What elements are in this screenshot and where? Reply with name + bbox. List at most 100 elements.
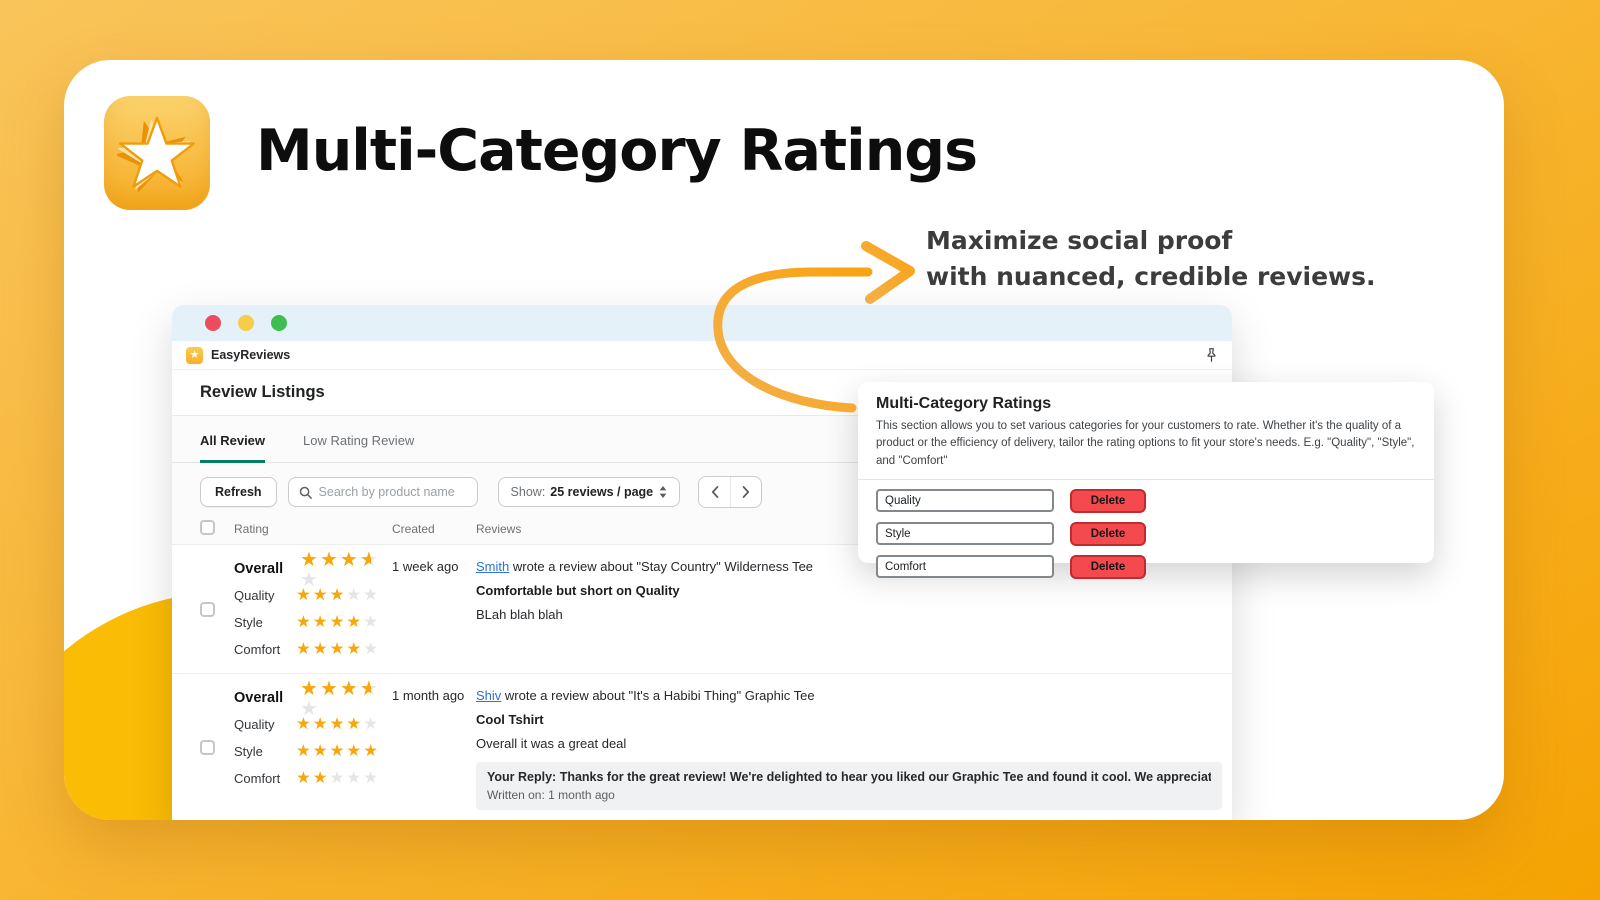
zoom-window-icon[interactable] (271, 315, 287, 331)
row-checkbox-cell (200, 555, 234, 663)
delete-category-button[interactable]: Delete (1070, 521, 1146, 546)
merchant-reply-box: Your Reply: Thanks for the great review!… (476, 762, 1222, 810)
toolbar: Refresh Show: 25 reviews / page (172, 463, 1232, 520)
reviewer-link[interactable]: Smith (476, 559, 510, 574)
table-row: Overall ★★★★ ★ ★ Quality ★★★★★ Style ★★★★★ Comfo… (172, 673, 1232, 820)
search-field[interactable] (287, 477, 478, 507)
category-input-style[interactable] (876, 522, 1054, 546)
rating-cell: Overall ★★★★ ★ ★ Quality ★★★★★ Style ★★★★★ Comfo… (234, 549, 392, 663)
star-icon: ★ (319, 546, 340, 571)
rating-label: Overall (234, 560, 284, 577)
star-icon: ★ (296, 741, 313, 761)
row-checkbox[interactable] (200, 601, 215, 617)
chevron-left-icon (711, 486, 718, 498)
star-icon: ★ (319, 675, 340, 700)
review-created: 1 week ago (392, 559, 459, 574)
star-half-fill: ★ (359, 548, 372, 569)
star-icon: ★ ★ (359, 546, 380, 571)
star-icon (117, 116, 195, 194)
star-icon: ★ (296, 714, 313, 734)
star-icon: ★ (346, 768, 364, 788)
star-icon: ★ (346, 612, 364, 632)
close-window-icon[interactable] (205, 315, 221, 331)
star-icon: ★ ★ (359, 675, 380, 700)
star-icon: ★ (329, 714, 347, 734)
reply-written-date: Written on: 1 month ago (487, 788, 615, 802)
app-logo (104, 96, 210, 210)
rating-line-comfort: Comfort ★★★★★ (234, 765, 392, 792)
rating-stars: ★★★★★ (296, 641, 380, 658)
rating-line-quality: Quality ★★★★★ (234, 582, 392, 609)
star-icon: ★ (312, 741, 330, 761)
star-icon: ★ (339, 675, 360, 700)
star-icon: ★ (296, 639, 313, 659)
panel-title: Multi-Category Ratings (876, 395, 1052, 412)
review-intro-line: Shiv wrote a review about "It's a Habibi… (476, 688, 1222, 703)
category-row: Delete (876, 488, 1416, 513)
refresh-button[interactable]: Refresh (200, 477, 277, 507)
tagline-line1: Maximize social proof (926, 226, 1233, 255)
star-icon: ★ (312, 714, 330, 734)
rating-line-comfort: Comfort ★★★★★ (234, 636, 392, 663)
search-icon (299, 486, 312, 499)
reply-text: Your Reply: Thanks for the great review!… (487, 770, 1211, 784)
review-intro-text: wrote a review about "It's a Habibi Thin… (501, 688, 815, 703)
rating-stars: ★★★★★ (296, 614, 380, 631)
up-down-sort-icon (659, 486, 667, 498)
promo-card: Multi-Category Ratings Maximize social p… (64, 60, 1504, 820)
select-all-checkbox[interactable] (200, 520, 215, 535)
rating-label: Style (234, 615, 263, 630)
star-icon: ★ (363, 639, 380, 659)
rating-stars: ★★★★★ (296, 770, 380, 787)
pushpin-icon[interactable] (1205, 347, 1218, 363)
review-title: Comfortable but short on Quality (476, 583, 680, 598)
per-page-select[interactable]: Show: 25 reviews / page (497, 477, 681, 507)
row-checkbox[interactable] (200, 739, 215, 755)
rating-stars: ★★★★ ★ ★ (300, 678, 392, 718)
tab-all-review[interactable]: All Review (200, 433, 266, 463)
star-icon: ★ (329, 585, 347, 605)
star-icon: ★ (329, 741, 347, 761)
rating-cell: Overall ★★★★ ★ ★ Quality ★★★★★ Style ★★★★★ Comfo… (234, 678, 392, 810)
reviewer-link[interactable]: Shiv (476, 688, 502, 703)
star-icon: ★ (300, 566, 320, 591)
column-header-reviews: Reviews (476, 522, 522, 536)
star-icon: ★ (312, 612, 330, 632)
window-titlebar (172, 305, 1232, 341)
row-checkbox-cell (200, 684, 234, 810)
easyreviews-logo-icon: ★ (186, 346, 203, 364)
category-input-quality[interactable] (876, 489, 1054, 513)
next-page-button[interactable] (730, 477, 761, 507)
rating-stars: ★★★★★ (296, 716, 380, 733)
star-icon: ★ (329, 768, 347, 788)
rating-stars: ★★★★★ (296, 743, 380, 760)
delete-category-button[interactable]: Delete (1070, 488, 1146, 513)
table-body: Overall ★★★★ ★ ★ Quality ★★★★★ Style ★★★★★ Comfo… (172, 544, 1232, 820)
rating-label: Overall (234, 689, 284, 706)
tab-low-rating-review[interactable]: Low Rating Review (303, 433, 415, 448)
previous-page-button[interactable] (699, 477, 730, 507)
minimize-window-icon[interactable] (238, 315, 254, 331)
delete-category-button[interactable]: Delete (1070, 554, 1146, 579)
page-title: Multi-Category Ratings (256, 118, 978, 184)
review-intro-line: Smith wrote a review about "Stay Country… (476, 559, 1222, 574)
rating-label: Style (234, 744, 263, 759)
rating-label: Quality (234, 588, 275, 603)
star-icon: ★ (312, 639, 330, 659)
app-header-bar: ★ EasyReviews (172, 341, 1232, 370)
review-cell: Shiv wrote a review about "It's a Habibi… (476, 684, 1222, 810)
review-title: Cool Tshirt (476, 712, 544, 727)
rating-line-quality: Quality ★★★★★ (234, 711, 392, 738)
star-icon: ★ (312, 585, 330, 605)
rating-label: Quality (234, 717, 275, 732)
tagline-line2: with nuanced, credible reviews. (926, 261, 1376, 291)
per-page-value: 25 reviews / page (550, 485, 654, 499)
category-input-comfort[interactable] (876, 555, 1054, 579)
rating-stars: ★★★★★ (296, 587, 380, 604)
star-icon: ★ (296, 612, 313, 632)
tab-bar: All Review Low Rating Review (172, 416, 1232, 463)
star-icon: ★ (339, 546, 360, 571)
star-icon: ★ (346, 714, 364, 734)
search-input[interactable] (318, 485, 467, 499)
star-icon: ★ (296, 768, 313, 788)
